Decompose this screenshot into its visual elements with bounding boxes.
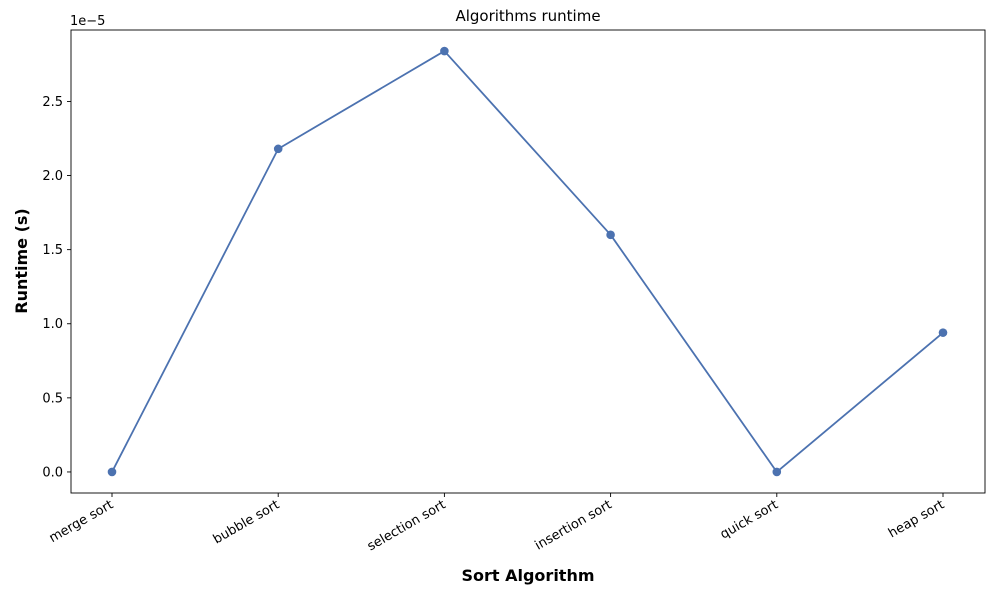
data-point — [606, 230, 615, 240]
plot-frame — [70, 29, 986, 494]
y-tick-label: 1.5 — [42, 243, 63, 258]
y-offset-text: 1e−5 — [70, 14, 105, 29]
x-tick-label: insertion sort — [532, 497, 614, 553]
data-point — [938, 328, 948, 337]
data-point — [107, 467, 117, 477]
series-line — [111, 50, 944, 473]
x-tick-label: merge sort — [47, 497, 116, 546]
chart-title: Algorithms runtime — [455, 7, 600, 25]
data-point — [273, 144, 283, 154]
x-tick-label: selection sort — [365, 497, 448, 554]
x-tick-label: bubble sort — [211, 497, 283, 547]
data-point — [772, 467, 782, 477]
plot-area: 0.0 0.5 1.0 1.5 2.0 2.5 merge sort bubble sort s… — [42, 29, 986, 554]
y-tick-label: 0.0 — [42, 465, 63, 480]
y-tick-label: 2.0 — [42, 169, 63, 184]
data-point — [440, 46, 449, 56]
y-tick-label: 0.5 — [42, 391, 63, 406]
y-axis-label: Runtime (s) — [12, 208, 31, 313]
x-axis-label: Sort Algorithm — [461, 566, 594, 585]
x-tick-label: quick sort — [718, 497, 781, 542]
y-tick-label: 2.5 — [42, 95, 63, 110]
y-tick-label: 1.0 — [42, 317, 63, 332]
x-tick-label: heap sort — [886, 497, 947, 541]
